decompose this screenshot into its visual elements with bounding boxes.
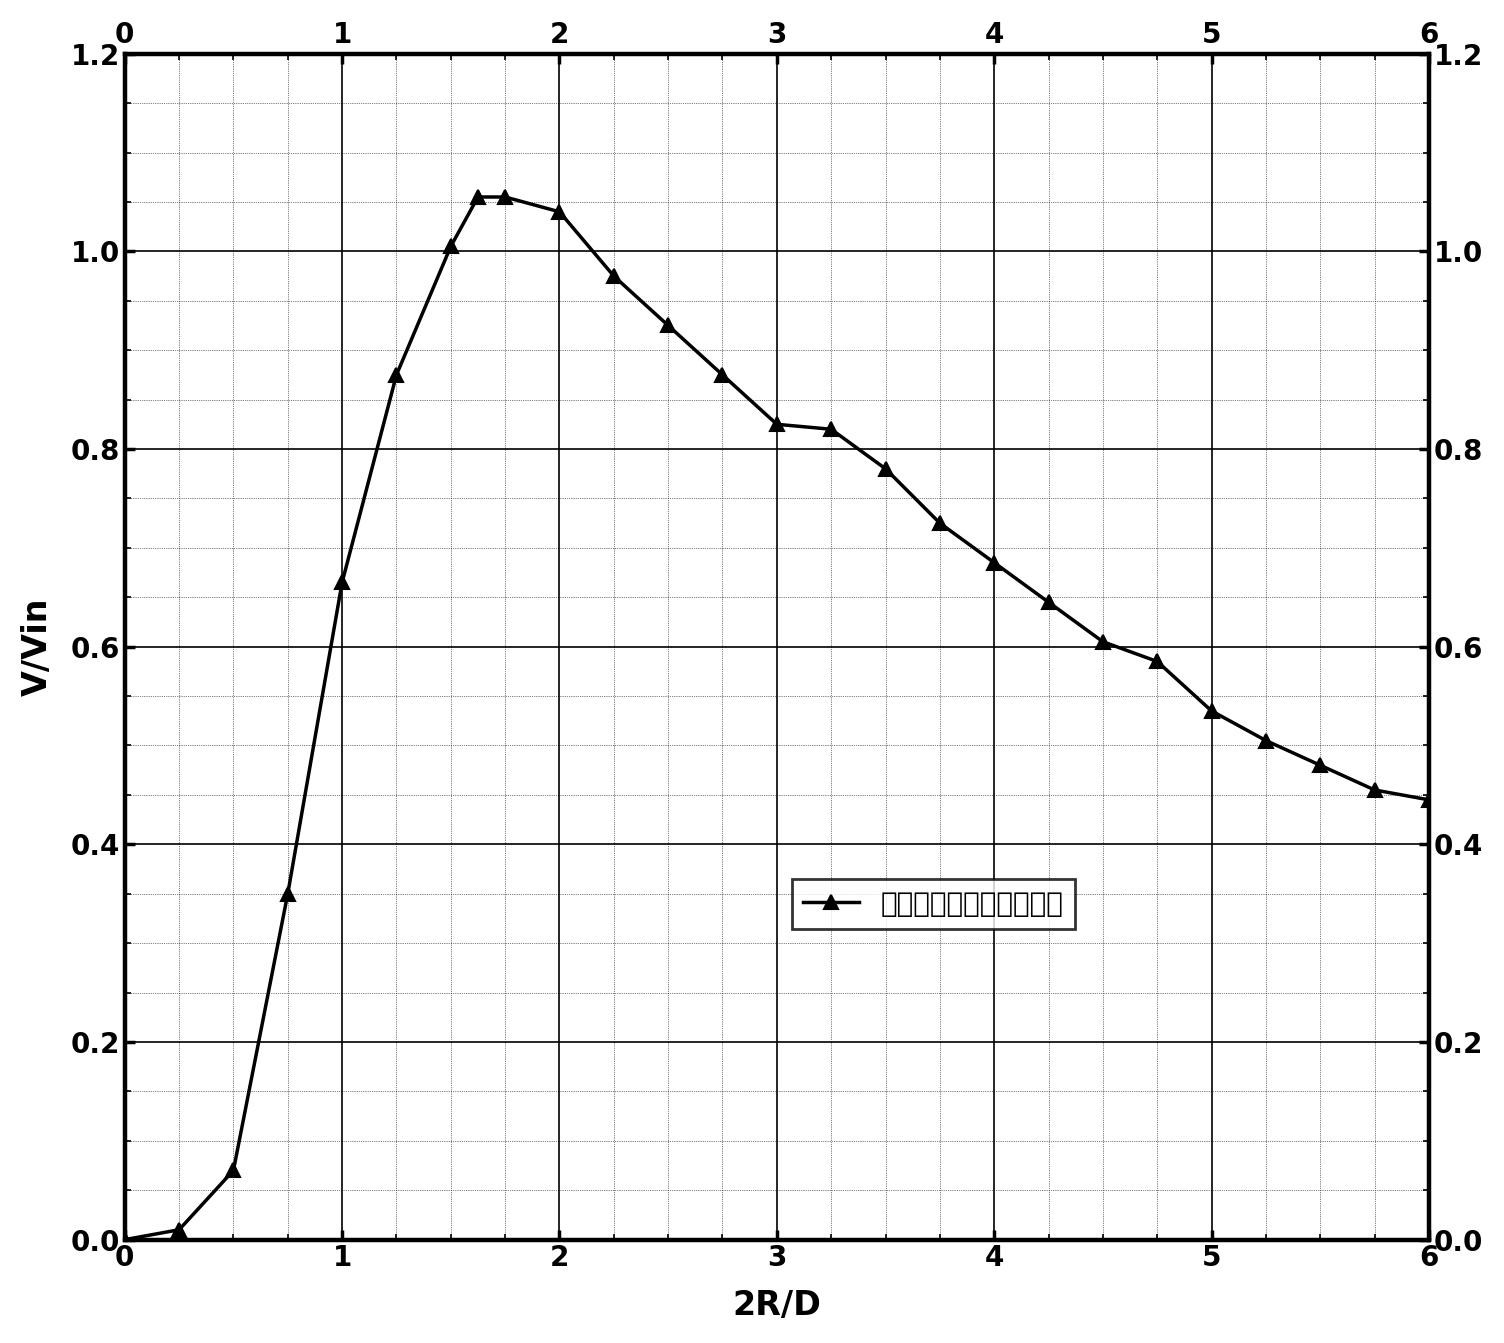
不同径向位置的最大速度 — [224, 1163, 242, 1179]
不同径向位置的最大速度 — [469, 189, 487, 205]
Line: 不同径向位置的最大速度: 不同径向位置的最大速度 — [117, 191, 1436, 1246]
不同径向位置的最大速度 — [442, 238, 460, 254]
不同径向位置的最大速度 — [1203, 702, 1221, 719]
不同径向位置的最大速度 — [1257, 732, 1275, 748]
不同径向位置的最大速度 — [550, 204, 569, 220]
不同径向位置的最大速度 — [496, 189, 514, 205]
不同径向位置的最大速度 — [278, 885, 296, 901]
不同径向位置的最大速度 — [1093, 634, 1111, 650]
不同径向位置的最大速度 — [1039, 594, 1057, 610]
不同径向位置的最大速度 — [332, 575, 350, 591]
不同径向位置的最大速度 — [985, 555, 1003, 571]
不同径向位置的最大速度 — [1366, 782, 1384, 798]
Y-axis label: V/Vin: V/Vin — [21, 598, 54, 696]
X-axis label: 2R/D: 2R/D — [732, 1289, 821, 1322]
不同径向位置的最大速度 — [170, 1222, 188, 1238]
不同径向位置的最大速度 — [931, 516, 949, 532]
不同径向位置的最大速度 — [659, 317, 677, 333]
不同径向位置的最大速度 — [605, 269, 623, 285]
不同径向位置的最大速度 — [877, 461, 895, 477]
不同径向位置的最大速度 — [116, 1232, 134, 1248]
不同径向位置的最大速度 — [713, 367, 731, 383]
不同径向位置的最大速度 — [1311, 757, 1330, 774]
不同径向位置的最大速度 — [1148, 654, 1166, 670]
不同径向位置的最大速度 — [769, 416, 787, 432]
不同径向位置的最大速度 — [823, 422, 841, 438]
不同径向位置的最大速度 — [388, 367, 406, 383]
不同径向位置的最大速度 — [1420, 792, 1438, 808]
Legend: 不同径向位置的最大速度: 不同径向位置的最大速度 — [793, 880, 1075, 929]
